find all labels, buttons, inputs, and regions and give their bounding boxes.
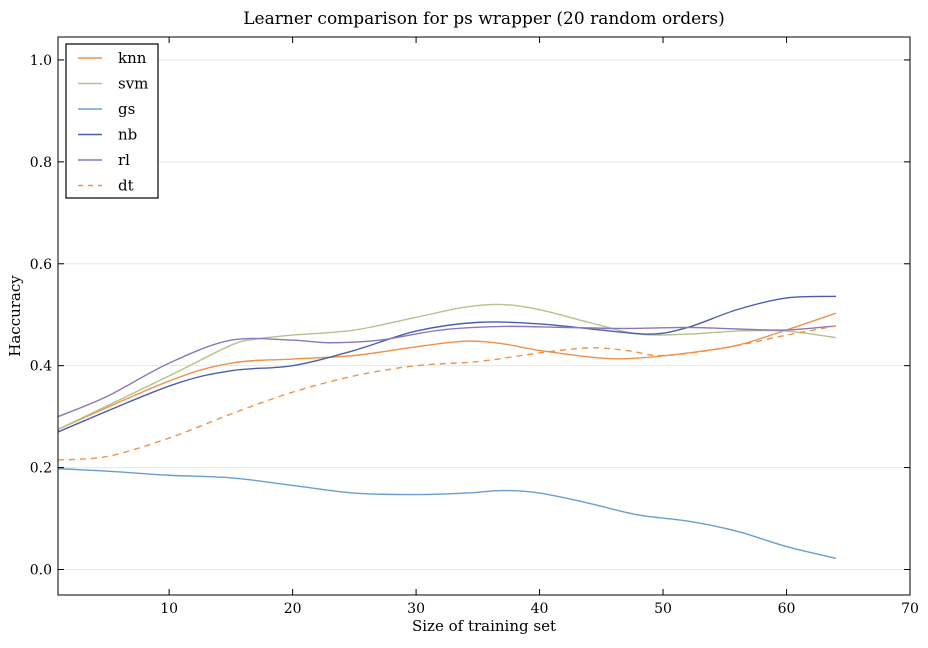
series-line-rl <box>57 325 836 418</box>
x-tick-label: 40 <box>531 601 549 617</box>
x-tick-label: 10 <box>160 601 178 617</box>
x-tick-label: 70 <box>901 601 919 617</box>
series-line-dt <box>57 325 837 461</box>
x-tick-label: 20 <box>284 601 302 617</box>
x-tick-label: 50 <box>654 601 672 617</box>
y-tick-label: 0.0 <box>30 563 52 579</box>
plot-frame <box>57 36 911 596</box>
y-axis-label: Haccuracy <box>6 275 24 357</box>
legend: knn svm gs nb rl dt <box>65 43 159 199</box>
series-line-gs <box>57 467 837 559</box>
legend-label-nb: nb <box>118 126 137 144</box>
series-line-nb <box>57 295 836 433</box>
y-tick-label: 0.2 <box>30 461 52 477</box>
y-tick-label: 1.0 <box>30 53 52 69</box>
y-tick-label: 0.4 <box>30 359 52 375</box>
x-axis-label: Size of training set <box>412 617 556 635</box>
legend-box <box>65 43 159 199</box>
legend-label-svm: svm <box>118 75 148 93</box>
legend-label-knn: knn <box>118 49 147 67</box>
y-tick-label: 0.8 <box>30 155 52 171</box>
y-tick-label: 0.6 <box>30 257 52 273</box>
x-tick-label: 60 <box>778 601 796 617</box>
chart-title: Learner comparison for ps wrapper (20 ra… <box>243 9 724 29</box>
series-line-svm <box>57 303 837 431</box>
legend-label-rl: rl <box>118 151 130 169</box>
legend-label-gs: gs <box>118 100 135 118</box>
series-line-knn <box>57 312 837 431</box>
x-tick-label: 30 <box>407 601 425 617</box>
legend-label-dt: dt <box>118 177 134 195</box>
